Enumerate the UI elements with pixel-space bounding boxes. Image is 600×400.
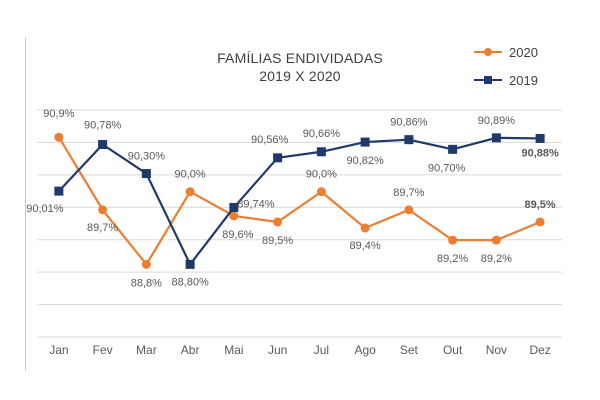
data-label-2020: 89,2% [437, 253, 468, 265]
data-label-2020: 89,2% [481, 253, 512, 265]
x-tick-label: Fev [93, 343, 113, 357]
x-tick-label: Ago [354, 343, 376, 357]
x-tick-label: Out [443, 343, 463, 357]
data-point-2019 [404, 135, 414, 145]
legend-label-2020: 2020 [509, 44, 538, 60]
data-label-2019: 90,89% [478, 115, 516, 127]
legend-item-2020: 2020 [473, 44, 538, 60]
x-tick-label: Set [400, 343, 419, 357]
data-label-2020: 90,9% [43, 108, 74, 120]
data-label-2019: 90,78% [84, 120, 122, 132]
data-point-2019 [141, 169, 151, 179]
data-label-2019: 90,88% [521, 147, 559, 159]
chart-title: FAMÍLIAS ENDIVIDADAS [217, 50, 383, 66]
data-label-2019: 90,70% [428, 162, 466, 174]
data-point-2020 [98, 205, 108, 215]
chart-frame-line [25, 38, 26, 370]
series-line-2020 [57, 136, 541, 266]
data-point-2019 [316, 147, 326, 157]
x-tick-label: Mai [224, 343, 243, 357]
data-label-2019: 90,01% [26, 203, 64, 215]
data-point-2020 [229, 211, 239, 221]
data-point-2020 [448, 235, 458, 245]
data-point-2020 [491, 235, 501, 245]
data-point-2020 [316, 187, 326, 197]
data-point-2019 [360, 137, 370, 147]
data-point-2019 [229, 202, 239, 212]
x-tick-label: Jul [314, 343, 329, 357]
x-tick-label: Abr [181, 343, 200, 357]
data-point-2020 [273, 217, 283, 227]
data-label-2019: 90,86% [390, 117, 428, 129]
x-tick-label: Mar [136, 343, 157, 357]
data-label-2019: 89,74% [237, 198, 275, 210]
data-point-2019 [54, 186, 64, 196]
data-label-2020: 89,7% [87, 222, 118, 234]
legend-marker-2020 [474, 48, 502, 56]
x-tick-label: Dez [529, 343, 550, 357]
data-label-2020: 89,6% [222, 229, 253, 241]
data-label-2019: 90,82% [346, 155, 384, 167]
data-label-2019: 90,56% [251, 134, 289, 146]
data-label-2019: 90,30% [128, 151, 166, 163]
x-tick-label: Jun [268, 343, 287, 357]
data-point-2019 [535, 133, 545, 143]
x-tick-label: Jan [49, 343, 68, 357]
data-label-2020: 90,0% [175, 169, 206, 181]
chart-subtitle: 2019 X 2020 [259, 68, 341, 84]
legend-label-2019: 2019 [509, 72, 538, 88]
series-line-2019 [58, 136, 541, 266]
data-point-2019 [185, 259, 195, 269]
data-point-2019 [491, 133, 501, 143]
data-label-2019: 88,80% [171, 276, 209, 288]
data-point-2020 [404, 205, 414, 215]
data-point-2020 [360, 223, 370, 233]
legend-item-2019: 2019 [473, 72, 538, 88]
data-label-2020: 89,7% [393, 187, 424, 199]
legend-marker-2019 [474, 76, 502, 84]
data-point-2019 [448, 144, 458, 154]
data-label-2020: 89,4% [350, 240, 381, 252]
data-label-2020: 89,5% [525, 199, 556, 211]
data-label-2020: 89,5% [262, 235, 293, 247]
data-point-2020 [535, 217, 545, 227]
data-point-2020 [141, 259, 151, 269]
data-label-2020: 88,8% [131, 277, 162, 289]
data-point-2019 [98, 140, 108, 150]
data-point-2019 [273, 153, 283, 163]
data-point-2020 [54, 132, 64, 142]
data-point-2020 [185, 187, 195, 197]
data-label-2020: 90,0% [306, 169, 337, 181]
x-tick-label: Nov [486, 343, 507, 357]
data-label-2019: 90,66% [303, 128, 341, 140]
